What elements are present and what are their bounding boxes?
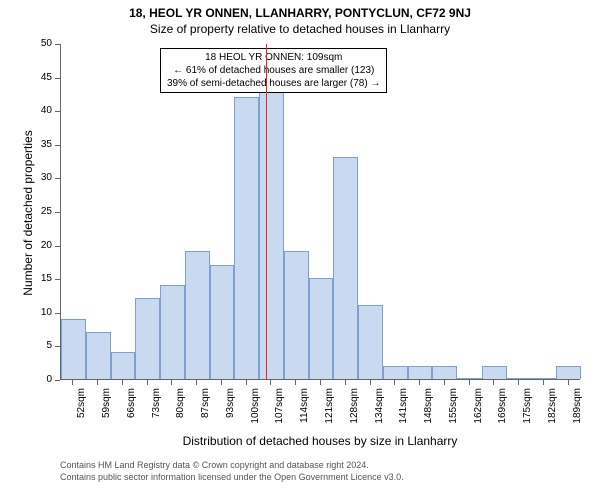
histogram-bar	[185, 251, 210, 379]
footer-line-2: Contains public sector information licen…	[60, 472, 404, 484]
histogram-bar	[457, 378, 482, 379]
y-tick-label: 30	[30, 172, 52, 183]
chart-subtitle: Size of property relative to detached ho…	[0, 22, 600, 36]
x-tick-label: 59sqm	[101, 388, 112, 432]
y-tick-label: 25	[30, 206, 52, 217]
annotation-line-3: 39% of semi-detached houses are larger (…	[167, 77, 380, 90]
histogram-bar	[333, 157, 358, 379]
x-tick-label: 80sqm	[175, 388, 186, 432]
histogram-bar	[160, 285, 185, 379]
histogram-bar	[358, 305, 383, 379]
x-tick-label: 155sqm	[448, 388, 459, 432]
histogram-bar	[259, 70, 284, 379]
x-tick-label: 114sqm	[299, 388, 310, 432]
x-tick-label: 162sqm	[473, 388, 484, 432]
histogram-bar	[210, 265, 235, 379]
histogram-bar	[86, 332, 111, 379]
x-tick-label: 182sqm	[547, 388, 558, 432]
x-tick-label: 134sqm	[374, 388, 385, 432]
y-tick-label: 50	[30, 38, 52, 49]
x-tick-label: 128sqm	[349, 388, 360, 432]
x-tick-label: 107sqm	[274, 388, 285, 432]
histogram-bar	[408, 366, 433, 379]
y-tick-label: 15	[30, 273, 52, 284]
x-tick-label: 73sqm	[151, 388, 162, 432]
histogram-bar	[135, 298, 160, 379]
x-tick-label: 148sqm	[423, 388, 434, 432]
histogram-bar	[309, 278, 334, 379]
histogram-bar	[507, 378, 532, 379]
y-tick-label: 0	[30, 374, 52, 385]
y-tick-label: 20	[30, 240, 52, 251]
histogram-bar	[556, 366, 581, 379]
histogram-bar	[432, 366, 457, 379]
y-tick-label: 5	[30, 340, 52, 351]
x-axis-label: Distribution of detached houses by size …	[60, 434, 580, 448]
chart-title: 18, HEOL YR ONNEN, LLANHARRY, PONTYCLUN,…	[0, 0, 600, 20]
marker-line	[266, 44, 267, 380]
chart-container: 18, HEOL YR ONNEN, LLANHARRY, PONTYCLUN,…	[0, 0, 600, 500]
x-tick-label: 141sqm	[398, 388, 409, 432]
y-tick-label: 35	[30, 139, 52, 150]
annotation-box: 18 HEOL YR ONNEN: 109sqm ← 61% of detach…	[160, 48, 387, 93]
histogram-bar	[284, 251, 309, 379]
y-tick-label: 40	[30, 105, 52, 116]
histogram-bar	[61, 319, 86, 379]
histogram-bar	[383, 366, 408, 379]
y-tick-label: 45	[30, 72, 52, 83]
x-tick-label: 66sqm	[126, 388, 137, 432]
footer-attribution: Contains HM Land Registry data © Crown c…	[60, 460, 404, 483]
histogram-bar	[111, 352, 136, 379]
histogram-bar	[482, 366, 507, 379]
x-tick-label: 52sqm	[76, 388, 87, 432]
plot-area	[60, 44, 580, 380]
footer-line-1: Contains HM Land Registry data © Crown c…	[60, 460, 404, 472]
x-tick-label: 175sqm	[522, 388, 533, 432]
x-tick-label: 169sqm	[497, 388, 508, 432]
x-tick-label: 87sqm	[200, 388, 211, 432]
x-tick-label: 100sqm	[250, 388, 261, 432]
histogram-bar	[531, 378, 556, 379]
histogram-bar	[234, 97, 259, 379]
x-tick-label: 189sqm	[572, 388, 583, 432]
annotation-line-2: ← 61% of detached houses are smaller (12…	[167, 64, 380, 77]
x-tick-label: 121sqm	[324, 388, 335, 432]
annotation-line-1: 18 HEOL YR ONNEN: 109sqm	[167, 51, 380, 64]
y-tick-label: 10	[30, 307, 52, 318]
x-tick-label: 93sqm	[225, 388, 236, 432]
